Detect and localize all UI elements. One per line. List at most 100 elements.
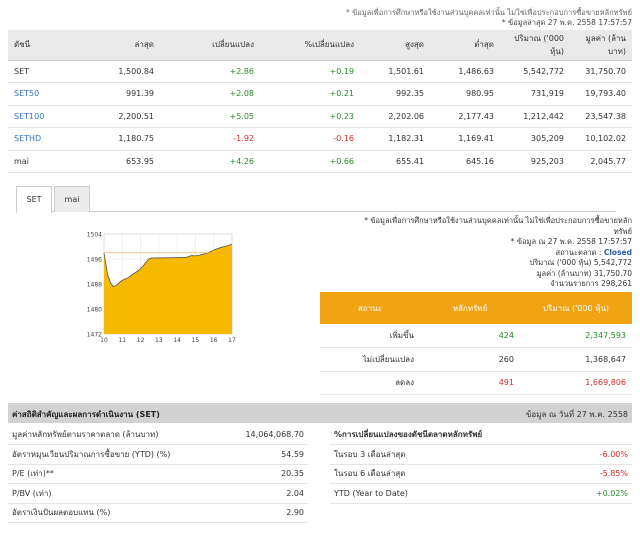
market-status-row: สถานะตลาด : Closed xyxy=(332,247,633,259)
breadth-count: 260 xyxy=(420,347,520,372)
breadth-label: เพิ่มขึ้น xyxy=(320,324,420,348)
index-change-header: %การเปลี่ยนแปลงของดัชนีตลาดหลักทรัพย์ xyxy=(330,425,632,445)
info-updated: * ข้อมูล ณ 27 พ.ค. 2558 17:57:57 xyxy=(510,237,632,246)
market-info: * ข้อมูลเพื่อการศึกษาหรือใช้งานส่วนบุคคล… xyxy=(332,216,632,290)
value-label: มูลค่า (ล้านบาท) xyxy=(536,268,592,278)
table-row: มูลค่าหลักทรัพย์ตามราคาตลาด (ล้านบาท) 14,… xyxy=(8,425,308,445)
index-high: 1,501.61 xyxy=(360,60,430,83)
deals-row: จำนวนรายการ 298,261 xyxy=(332,279,632,290)
col-status: สถานะ xyxy=(320,292,420,324)
last-updated-note: * ข้อมูลล่าสุด 27 พ.ค. 2558 17:57:57 xyxy=(501,18,632,27)
period-label: ในรอบ 6 เดือนล่าสุด xyxy=(330,464,552,484)
col-change: เปลี่ยนแปลง xyxy=(160,30,260,61)
index-low: 1,486.63 xyxy=(430,60,500,83)
y-tick-label: 1472 xyxy=(87,332,102,339)
breadth-volume: 2,347,593 xyxy=(520,324,632,348)
index-change: +5.05 xyxy=(160,105,260,128)
index-pct-change: +0.19 xyxy=(260,60,360,83)
table-row: ในรอบ 6 เดือนล่าสุด -5.85% xyxy=(330,464,632,484)
deals-value: 298,261 xyxy=(600,279,632,288)
x-tick-label: 14 xyxy=(173,337,181,344)
index-change: +4.26 xyxy=(160,150,260,173)
breadth-label: ไม่เปลี่ยนแปลง xyxy=(320,347,420,372)
index-low: 980.95 xyxy=(430,82,500,106)
value-row: มูลค่า (ล้านบาท) 31,750.70 xyxy=(332,269,632,280)
y-tick-label: 1480 xyxy=(87,307,102,314)
index-high: 1,182.31 xyxy=(360,127,430,151)
stat-label: อัตราหมุนเวียนปริมาณการซื้อขาย (YTD) (%) xyxy=(8,444,238,465)
table-row: YTD (Year to Date) +0.02% xyxy=(330,483,632,504)
index-value: 10,102.02 xyxy=(570,127,632,151)
index-change: -1.92 xyxy=(160,127,260,151)
col-last: ล่าสุด xyxy=(70,30,160,61)
stat-value: 54.59 xyxy=(238,444,308,465)
index-change-table: %การเปลี่ยนแปลงของดัชนีตลาดหลักทรัพย์ ใน… xyxy=(330,425,632,504)
market-status-label: สถานะตลาด : xyxy=(555,247,602,257)
index-name: SET xyxy=(8,60,70,83)
key-stats-table: มูลค่าหลักทรัพย์ตามราคาตลาด (ล้านบาท) 14,… xyxy=(8,425,308,523)
table-row: ลดลง 491 1,669,806 xyxy=(320,371,632,395)
stats-date: ข้อมูล ณ วันที่ 27 พ.ค. 2558 xyxy=(525,410,628,419)
series-line xyxy=(103,243,233,287)
chart-y-ticks: 1504 1496 1488 1480 1472 xyxy=(87,232,102,339)
x-tick-label: 12 xyxy=(137,337,145,344)
volume-label: ปริมาณ ('000 หุ้น) xyxy=(529,258,592,267)
period-value: +0.02% xyxy=(552,483,632,504)
deals-label: จำนวนรายการ xyxy=(550,279,599,288)
stat-label: มูลค่าหลักทรัพย์ตามราคาตลาด (ล้านบาท) xyxy=(8,425,238,445)
breadth-label: ลดลง xyxy=(320,371,420,395)
index-name-link[interactable]: SET50 xyxy=(8,82,70,106)
index-volume: 731,919 xyxy=(500,82,570,106)
period-value: -5.85% xyxy=(552,464,632,484)
index-last: 1,500.84 xyxy=(70,60,160,83)
col-high: สูงสุด xyxy=(360,30,430,61)
period-label: ในรอบ 3 เดือนล่าสุด xyxy=(330,444,552,465)
market-status-value: Closed xyxy=(603,247,632,257)
index-change: +2.08 xyxy=(160,82,260,106)
stat-label: P/BV (เท่า) xyxy=(8,483,238,504)
tab-mai[interactable]: mai xyxy=(54,186,90,212)
col-low: ต่ำสุด xyxy=(430,30,500,61)
index-volume: 925,203 xyxy=(500,150,570,173)
breadth-volume: 1,669,806 xyxy=(520,371,632,395)
stat-value: 2.90 xyxy=(238,503,308,523)
index-last: 653.95 xyxy=(70,150,160,173)
table-row: SET 1,500.84 +2.86 +0.19 1,501.61 1,486.… xyxy=(8,60,632,83)
tab-set[interactable]: SET xyxy=(16,186,52,213)
index-low: 645.16 xyxy=(430,150,500,173)
x-tick-label: 16 xyxy=(210,337,218,344)
index-pct-change: +0.23 xyxy=(260,105,360,128)
y-tick-label: 1504 xyxy=(87,232,102,239)
index-pct-change: -0.16 xyxy=(260,127,360,151)
index-value: 23,547.38 xyxy=(570,105,632,128)
col-value: มูลค่า (ล้านบาท) xyxy=(570,30,632,61)
stat-value: 14,064,068.70 xyxy=(238,425,308,445)
table-row: mai 653.95 +4.26 +0.66 655.41 645.16 925… xyxy=(8,150,632,173)
table-row: อัตราหมุนเวียนปริมาณการซื้อขาย (YTD) (%)… xyxy=(8,444,308,465)
index-high: 2,202.06 xyxy=(360,105,430,128)
index-volume: 1,212,442 xyxy=(500,105,570,128)
index-last: 2,200.51 xyxy=(70,105,160,128)
index-change: +2.86 xyxy=(160,60,260,83)
table-row: SET100 2,200.51 +5.05 +0.23 2,202.06 2,1… xyxy=(8,105,632,128)
index-volume: 305,209 xyxy=(500,127,570,151)
index-pct-change: +0.66 xyxy=(260,150,360,173)
info-disclaimer-cont: ทรัพย์ xyxy=(613,226,632,236)
breadth-count: 491 xyxy=(420,371,520,395)
table-row: เพิ่มขึ้น 424 2,347,593 xyxy=(320,324,632,348)
market-tabs: SET mai xyxy=(16,186,616,213)
col-index: ดัชนี xyxy=(8,30,70,61)
value-value: 31,750.70 xyxy=(593,268,632,278)
index-last: 1,180.75 xyxy=(70,127,160,151)
intraday-chart: 1504 1496 1488 1480 1472 10 11 12 13 14 15 16 17 xyxy=(87,232,236,345)
stat-label: อัตราเงินปันผลตอบแทน (%) xyxy=(8,503,238,523)
index-table-header: ดัชนี ล่าสุด เปลี่ยนแปลง %เปลี่ยนแปลง สู… xyxy=(8,30,632,61)
period-label: YTD (Year to Date) xyxy=(330,483,552,504)
index-high: 992.35 xyxy=(360,82,430,106)
area-fill xyxy=(104,244,232,334)
index-high: 655.41 xyxy=(360,150,430,173)
table-row: ในรอบ 3 เดือนล่าสุด -6.00% xyxy=(330,444,632,465)
index-name-link[interactable]: SET100 xyxy=(8,105,70,128)
index-name-link[interactable]: SETHD xyxy=(8,127,70,151)
x-tick-label: 15 xyxy=(192,337,200,344)
